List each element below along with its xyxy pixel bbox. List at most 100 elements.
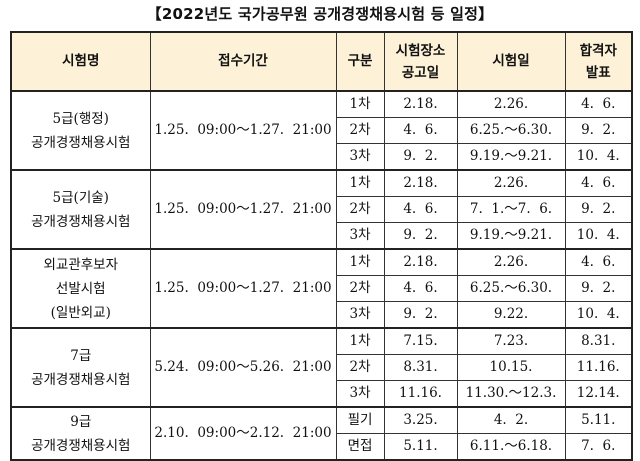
venue-notice-cell: 4. 6. <box>383 117 458 144</box>
exam-date-cell: 2.26. <box>456 248 566 276</box>
result-date-cell: 12.14. <box>564 380 633 408</box>
result-date-cell: 5.11. <box>564 406 633 434</box>
table-row: 7급 공개경쟁채용시험 5.24. 09:00～5.26. 21:00 1차 7.15.… <box>10 327 633 408</box>
table-row: 외교관후보자 선발시험 (일반외교) 1.25. 09:00～1.27. 21:00 1… <box>10 248 633 329</box>
venue-notice-cell: 9. 2. <box>383 143 458 171</box>
header-venue-notice-line1: 시험장소 <box>395 42 446 59</box>
exam-date-cell: 10.15. <box>456 354 566 381</box>
header-exam-date: 시험일 <box>456 31 566 92</box>
venue-notice-cell: 8.31. <box>383 354 458 381</box>
exam-date-cell: 11.30.～12.3. <box>456 380 566 408</box>
exam-name-cell: 5급(기술) 공개경쟁채용시험 <box>10 169 151 250</box>
exam-name-line: 공개경쟁채용시험 <box>31 134 131 151</box>
schedule-body: 5급(행정) 공개경쟁채용시험 1.25. 09:00～1.27. 21:00 1차 2… <box>10 90 633 461</box>
application-period-cell: 1.25. 09:00～1.27. 21:00 <box>149 248 337 329</box>
exam-date-cell: 9.19.～9.21. <box>456 143 566 171</box>
venue-notice-cell: 3.25. <box>383 406 458 434</box>
stage-cell: 필기 <box>335 406 385 434</box>
stage-cell: 1차 <box>335 169 385 197</box>
application-period-cell: 2.10. 09:00～2.12. 21:00 <box>149 406 337 461</box>
header-stage: 구분 <box>335 31 385 92</box>
exam-date-cell: 2.26. <box>456 90 566 118</box>
header-venue-notice-line2: 공고일 <box>401 64 440 81</box>
stage-cell: 2차 <box>335 196 385 223</box>
header-exam-name: 시험명 <box>10 31 151 92</box>
venue-notice-cell: 9. 2. <box>383 301 458 329</box>
stage-cell: 1차 <box>335 90 385 118</box>
exam-date-cell: 7.23. <box>456 327 566 355</box>
result-date-cell: 7. 6. <box>564 433 633 461</box>
exam-date-cell: 6.11.～6.18. <box>456 433 566 461</box>
result-date-cell: 11.16. <box>564 354 633 381</box>
table-row: 5급(행정) 공개경쟁채용시험 1.25. 09:00～1.27. 21:00 1차 2… <box>10 90 633 171</box>
venue-notice-cell: 2.18. <box>383 248 458 276</box>
table-row: 2차 4. 6. 7. 1.～7. 6. 9. 2. <box>11 196 633 223</box>
table-row: 9급 공개경쟁채용시험 2.10. 09:00～2.12. 21:00 필기 3.25.… <box>10 406 633 461</box>
exam-name-line: 공개경쟁채용시험 <box>31 371 131 388</box>
venue-notice-cell: 11.16. <box>383 380 458 408</box>
result-date-cell: 9. 2. <box>564 117 633 144</box>
page-title: 【2022년도 국가공무원 공개경쟁채용시험 등 일정】 <box>146 5 494 23</box>
exam-date-cell: 9.22. <box>456 301 566 329</box>
result-date-cell: 4. 6. <box>564 90 633 118</box>
venue-notice-cell: 2.18. <box>383 90 458 118</box>
table-row: 2차 4. 6. 6.25.～6.30. 9. 2. <box>11 117 633 144</box>
exam-name-cell: 5급(행정) 공개경쟁채용시험 <box>10 90 151 171</box>
stage-cell: 2차 <box>335 117 385 144</box>
application-period-cell: 5.24. 09:00～5.26. 21:00 <box>149 327 337 408</box>
stage-cell: 3차 <box>335 301 385 329</box>
table-row: 5급(기술) 공개경쟁채용시험 1.25. 09:00～1.27. 21:00 1차 2… <box>10 169 633 250</box>
result-date-cell: 10. 4. <box>564 143 633 171</box>
venue-notice-cell: 9. 2. <box>383 222 458 250</box>
table-row: 2차 4. 6. 6.25.～6.30. 9. 2. <box>11 275 633 302</box>
exam-name-line: 5급(기술) <box>52 189 109 206</box>
venue-notice-cell: 5.11. <box>383 433 458 461</box>
venue-notice-cell: 7.15. <box>383 327 458 355</box>
exam-name-line: 5급(행정) <box>52 110 109 127</box>
venue-notice-cell: 4. 6. <box>383 196 458 223</box>
exam-date-cell: 7. 1.～7. 6. <box>456 196 566 223</box>
exam-name-line: 외교관후보자 <box>43 256 119 273</box>
stage-cell: 2차 <box>335 354 385 381</box>
exam-name-line: (일반외교) <box>50 304 111 321</box>
venue-notice-cell: 4. 6. <box>383 275 458 302</box>
exam-name-line: 공개경쟁채용시험 <box>31 213 131 230</box>
exam-date-cell: 9.19.～9.21. <box>456 222 566 250</box>
header-result-line1: 합격자 <box>579 42 617 59</box>
result-date-cell: 9. 2. <box>564 275 633 302</box>
stage-cell: 1차 <box>335 248 385 276</box>
stage-cell: 1차 <box>335 327 385 355</box>
result-date-cell: 4. 6. <box>564 169 633 197</box>
result-date-cell: 9. 2. <box>564 196 633 223</box>
table-row: 2차 8.31. 10.15. 11.16. <box>11 354 633 381</box>
stage-cell: 3차 <box>335 380 385 408</box>
header-application-period: 접수기간 <box>149 31 337 92</box>
exam-name-line: 7급 <box>70 347 92 364</box>
stage-cell: 2차 <box>335 275 385 302</box>
result-date-cell: 4. 6. <box>564 248 633 276</box>
stage-cell: 3차 <box>335 143 385 171</box>
exam-date-cell: 4. 2. <box>456 406 566 434</box>
result-date-cell: 8.31. <box>564 327 633 355</box>
table-row: 3차 9. 2. 9.19.～9.21. 10. 4. <box>11 143 633 171</box>
result-date-cell: 10. 4. <box>564 222 633 250</box>
exam-name-line: 9급 <box>70 413 92 430</box>
table-row: 3차 11.16. 11.30.～12.3. 12.14. <box>11 380 633 408</box>
application-period-cell: 1.25. 09:00～1.27. 21:00 <box>149 90 337 171</box>
table-row: 3차 9. 2. 9.19.～9.21. 10. 4. <box>11 222 633 250</box>
venue-notice-cell: 2.18. <box>383 169 458 197</box>
application-period-cell: 1.25. 09:00～1.27. 21:00 <box>149 169 337 250</box>
stage-cell: 3차 <box>335 222 385 250</box>
exam-name-line: 공개경쟁채용시험 <box>31 437 131 454</box>
header-result-line2: 발표 <box>585 64 611 81</box>
exam-name-line: 선발시험 <box>55 280 106 297</box>
exam-date-cell: 6.25.～6.30. <box>456 117 566 144</box>
result-date-cell: 10. 4. <box>564 301 633 329</box>
